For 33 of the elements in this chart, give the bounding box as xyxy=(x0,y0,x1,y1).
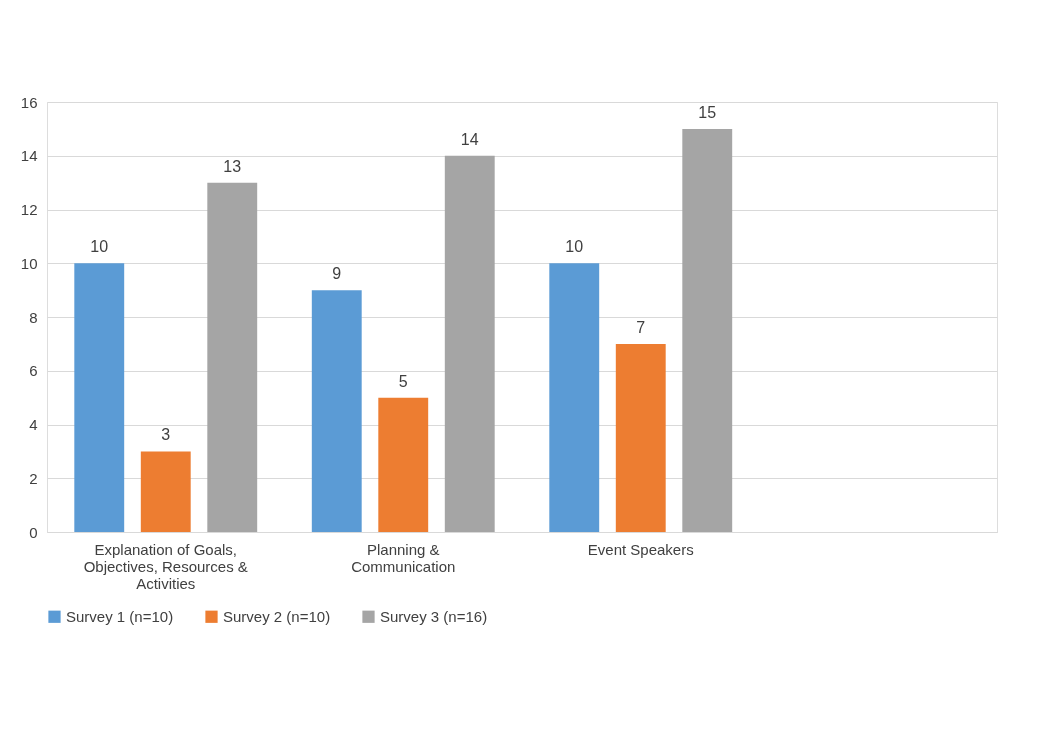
y-tick-label: 16 xyxy=(20,93,38,111)
bar xyxy=(207,182,258,532)
bar xyxy=(615,343,666,532)
bar xyxy=(682,128,733,532)
y-tick-label: 6 xyxy=(29,362,38,380)
legend-label: Survey 3 (n=16) xyxy=(380,607,488,625)
data-label: 3 xyxy=(161,426,171,444)
bar xyxy=(444,155,495,532)
y-tick-label: 8 xyxy=(29,308,38,326)
legend-label: Survey 2 (n=10) xyxy=(223,607,331,625)
data-label: 10 xyxy=(90,238,109,256)
legend-label: Survey 1 (n=10) xyxy=(66,607,174,625)
bar xyxy=(74,263,125,532)
x-tick-label: Event Speakers xyxy=(587,540,694,558)
bar xyxy=(549,263,600,532)
y-tick-label: 14 xyxy=(20,147,38,165)
y-tick-label: 2 xyxy=(29,469,38,487)
y-tick-label: 0 xyxy=(29,523,38,541)
data-label: 14 xyxy=(460,130,479,148)
bar xyxy=(311,290,362,532)
bar xyxy=(378,397,429,532)
bar xyxy=(140,451,191,532)
data-label: 5 xyxy=(398,372,408,390)
data-label: 13 xyxy=(223,157,242,175)
y-tick-label: 4 xyxy=(29,416,38,433)
data-label: 7 xyxy=(636,318,646,336)
data-label: 15 xyxy=(698,103,717,121)
x-tick-label: Planning & Communication xyxy=(351,540,456,575)
y-tick-label: 12 xyxy=(20,201,38,218)
data-label: 9 xyxy=(332,265,342,283)
y-tick-label: 10 xyxy=(20,254,38,272)
x-tick-label: Explanation of Goals, Objectives, Resources & Activities xyxy=(83,540,248,592)
data-label: 10 xyxy=(565,238,584,256)
